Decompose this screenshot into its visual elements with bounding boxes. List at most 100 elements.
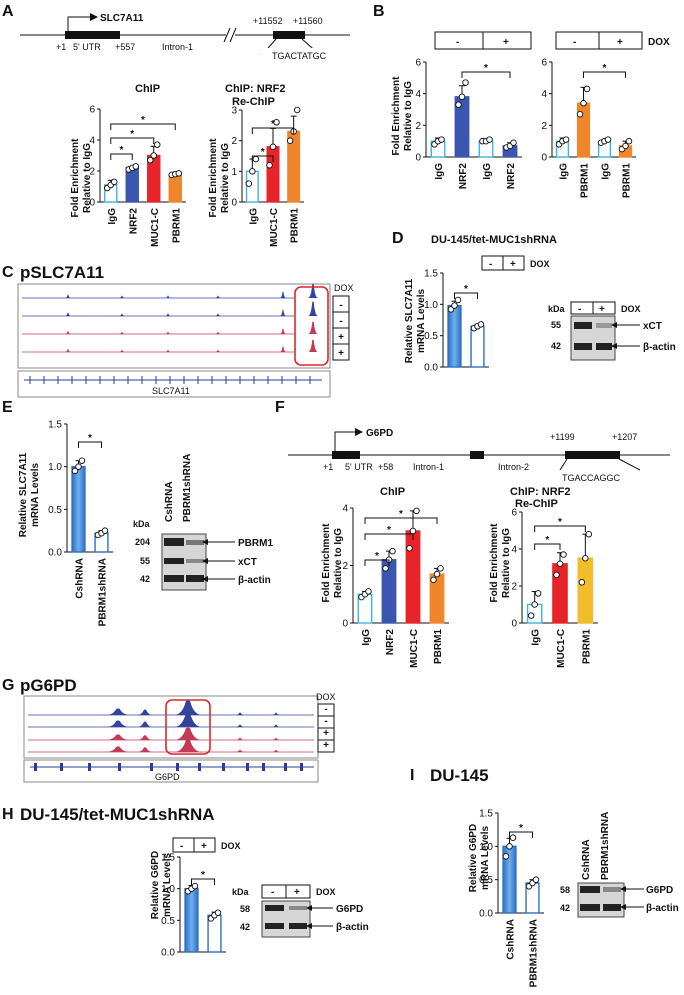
y-tick-label: 0 — [511, 619, 517, 630]
data-point — [527, 612, 535, 619]
category-label: IgG — [434, 163, 445, 180]
ylabel-f2-line2: Relative to IgG — [501, 528, 512, 598]
dox-cell-label: + — [338, 332, 344, 343]
track-peak — [272, 724, 280, 727]
y-tick-label: 1.0 — [424, 300, 438, 311]
svg-text:42: 42 — [551, 341, 561, 351]
panel-label-i: I — [410, 767, 414, 784]
track-peak — [308, 301, 318, 316]
svg-text:55: 55 — [140, 556, 150, 566]
svg-text:xCT: xCT — [238, 557, 257, 568]
svg-text:-: - — [456, 37, 459, 48]
rechip-title-a2: Re-ChIP — [232, 96, 275, 108]
track-title-g: pG6PD — [20, 676, 77, 695]
track-peak — [106, 746, 130, 752]
data-point — [146, 156, 154, 164]
data-point — [132, 163, 139, 170]
svg-text:G6PD: G6PD — [646, 885, 673, 896]
track-peak — [119, 349, 125, 352]
western-blot-h: kDa - + DOX 58 42 G6PD β-actin — [232, 884, 369, 938]
track-gene-c: SLC7A11 — [152, 386, 190, 396]
track-gene-g: G6PD — [155, 772, 180, 782]
significance-bracket — [110, 153, 133, 160]
y-tick-label: 1.0 — [161, 884, 175, 895]
dox-box-d: - + DOX — [481, 255, 550, 271]
significance-bracket — [251, 155, 274, 162]
dox-label-h: DOX — [221, 841, 241, 851]
data-point — [622, 142, 629, 150]
svg-text:PBRM1: PBRM1 — [238, 538, 273, 549]
ylabel-f2-line1: Fold Enrichment — [489, 523, 500, 603]
intron1-label: Intron-1 — [413, 462, 444, 472]
track-peak — [137, 721, 153, 727]
track-peak — [65, 312, 71, 316]
category-label: PBRM1 — [622, 163, 633, 198]
category-label: NRF2 — [128, 208, 139, 235]
track-title-c: pSLC7A11 — [20, 263, 104, 282]
svg-text:DOX: DOX — [316, 887, 336, 897]
gene-diagram-slc7a11: SLC7A11 +1 5' UTR +557 Intron-1 +11552 +… — [20, 13, 354, 62]
y-tick-label: 0.0 — [48, 548, 62, 559]
category-label: NRF2 — [458, 163, 469, 190]
significance-bracket — [454, 292, 478, 299]
significance-bracket — [78, 441, 102, 448]
y-tick-label: 6 — [541, 58, 547, 69]
data-point — [430, 576, 437, 584]
site-end-f: +1207 — [612, 432, 637, 442]
track-panel-c: SLC7A11 - - + + DOX — [17, 283, 354, 398]
panel-label-g: G — [2, 677, 14, 694]
data-point — [556, 560, 564, 568]
y-tick-label: 4 — [511, 545, 517, 556]
chart-b2: 0 2 4 6 IgG PBRM1 IgG PBRM1 * — [541, 58, 636, 198]
significance-star: * — [201, 870, 205, 881]
y-tick-label: 2 — [511, 582, 517, 593]
data-point — [625, 137, 633, 145]
dox-cell-label: + — [323, 728, 329, 739]
svg-text:PBRM1shRNA: PBRM1shRNA — [600, 812, 611, 880]
y-tick-label: 1.0 — [48, 462, 62, 473]
significance-bracket — [110, 137, 155, 144]
track-peak — [272, 737, 280, 740]
dox-box-b1: - + — [434, 31, 532, 50]
track-peak — [65, 330, 71, 334]
data-point — [531, 601, 538, 608]
significance-bracket — [364, 533, 414, 540]
category-label: IgG — [482, 163, 493, 180]
svg-text:kDa: kDa — [548, 304, 566, 314]
panel-label-h: H — [2, 806, 14, 823]
category-label: MUC1-C — [556, 629, 567, 668]
data-point — [153, 141, 161, 148]
significance-bracket — [110, 123, 176, 130]
ylabel-f1-line2: Relative to IgG — [333, 528, 344, 598]
ylabel-d-line2: mRNA Levels — [416, 289, 427, 354]
svg-text:+: + — [617, 37, 623, 48]
significance-star: * — [545, 535, 549, 546]
panel-label-c: C — [2, 264, 14, 281]
track-peak — [65, 294, 71, 298]
significance-bracket — [251, 127, 295, 134]
significance-star: * — [519, 823, 523, 834]
data-point — [583, 85, 591, 93]
category-label: PBRM1 — [580, 163, 591, 198]
svg-text:β-actin: β-actin — [238, 575, 271, 586]
chip-title-f: ChIP — [380, 486, 405, 498]
significance-star: * — [603, 63, 607, 74]
track-dox-label-g: DOX — [316, 692, 336, 702]
svg-text:58: 58 — [560, 885, 570, 895]
track-peak — [119, 313, 125, 316]
category-label: PBRM1shRNA — [98, 558, 109, 626]
y-tick-label: 0 — [231, 198, 237, 209]
gene-name: SLC7A11 — [100, 13, 144, 24]
svg-text:β-actin: β-actin — [646, 903, 679, 914]
svg-text:+: + — [201, 841, 207, 852]
svg-text:+: + — [599, 304, 605, 315]
data-point — [534, 590, 542, 597]
category-label: IgG — [248, 208, 259, 225]
chip-title-a: ChIP — [135, 83, 160, 95]
chart-a2: 0 1 2 3 IgG MUC1-C PBRM1 * * — [231, 106, 304, 247]
data-point — [252, 155, 260, 163]
data-point — [75, 463, 82, 470]
y-tick-label: 0 — [541, 153, 547, 164]
utr-end: +557 — [115, 42, 135, 52]
significance-bracket — [364, 559, 390, 566]
